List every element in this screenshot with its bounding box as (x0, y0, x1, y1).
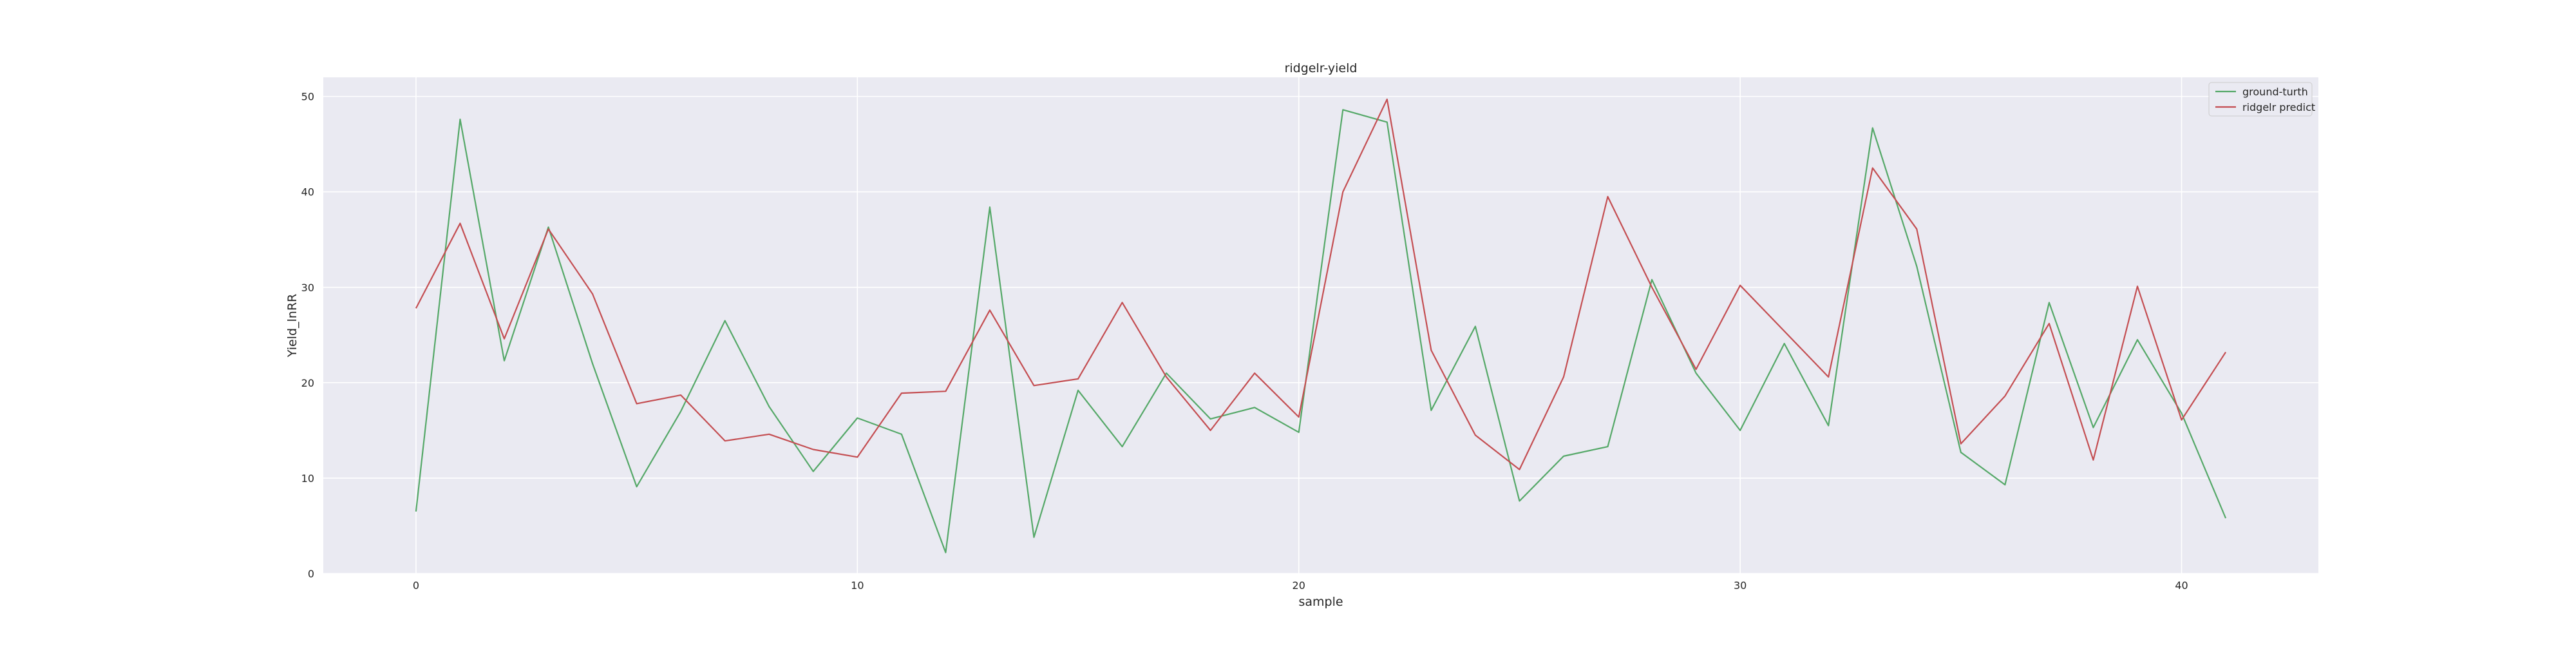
y-tick-label: 50 (301, 91, 314, 103)
x-axis-label: sample (1298, 595, 1343, 609)
plot-area (323, 77, 2318, 574)
y-tick-label: 40 (301, 186, 314, 198)
legend: ground-turth ridgelr predict (2208, 82, 2315, 117)
chart-title: ridgelr-yield (1285, 61, 1358, 75)
y-tick-label: 30 (301, 282, 314, 294)
tick-labels: 0 10 20 30 40 0 10 20 30 40 50 (301, 91, 2188, 592)
y-tick-label: 20 (301, 377, 314, 389)
y-tick-label: 0 (308, 568, 314, 580)
grid-lines (323, 77, 2318, 574)
series-layer (415, 98, 2227, 554)
series-line-ridgelr-predict (415, 98, 2226, 470)
legend-label-ground-turth: ground-turth (2242, 86, 2308, 98)
x-tick-label: 10 (851, 579, 864, 592)
series-line-ground-turth (415, 109, 2227, 554)
y-axis-label: Yield_lnRR (285, 294, 299, 358)
x-tick-label: 20 (1293, 579, 1305, 592)
x-tick-label: 40 (2175, 579, 2188, 592)
y-tick-label: 10 (301, 472, 314, 485)
legend-label-ridgelr-predict: ridgelr predict (2242, 101, 2315, 113)
x-tick-label: 0 (413, 579, 419, 592)
x-tick-label: 30 (1734, 579, 1747, 592)
